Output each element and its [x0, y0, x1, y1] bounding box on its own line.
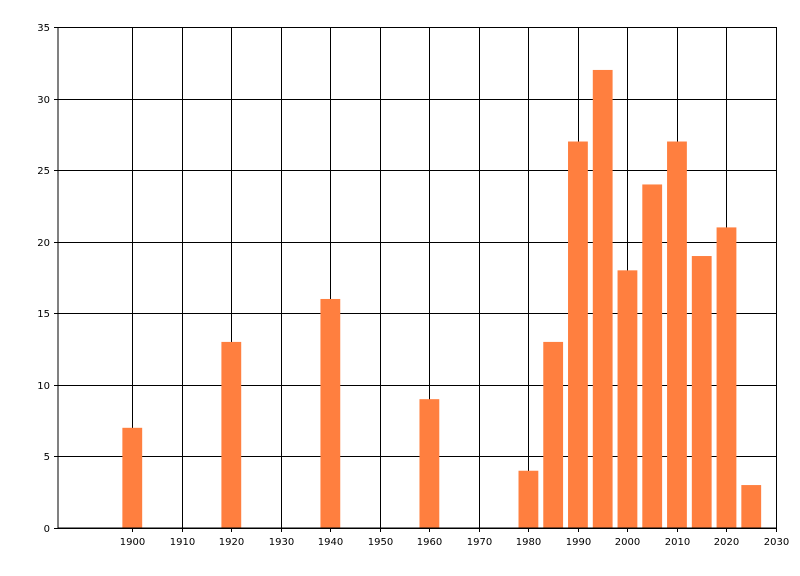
y-tick-label: 10	[37, 381, 50, 392]
bar	[667, 141, 687, 528]
y-tick-label: 30	[37, 95, 50, 106]
bars	[122, 69, 762, 528]
bar	[320, 298, 341, 528]
x-tick-label: 1910	[170, 537, 195, 548]
x-tick-label: 1950	[368, 537, 393, 548]
x-tick-label: 2000	[615, 537, 640, 548]
x-tick-label: 1930	[269, 537, 294, 548]
x-tick-label: 2030	[764, 537, 789, 548]
bar	[568, 141, 588, 528]
bar	[518, 470, 539, 528]
bar	[543, 341, 564, 528]
y-tick-labels: 0 5 10 15 20 25 30 35	[37, 23, 50, 535]
bar	[642, 184, 663, 528]
bar	[592, 69, 613, 528]
bar	[716, 227, 737, 528]
bar	[419, 399, 440, 528]
x-tick-label: 1920	[219, 537, 244, 548]
x-tick-label: 2020	[714, 537, 739, 548]
y-tick-label: 35	[37, 23, 50, 34]
y-tick-label: 20	[37, 238, 50, 249]
bar	[122, 427, 143, 528]
bar	[691, 256, 712, 528]
x-tick-labels: 1900 1910 1920 1930 1940 1950 1960 1970 1980 1990…	[120, 537, 789, 548]
y-tick-label: 5	[44, 452, 50, 463]
x-tick-label: 1990	[566, 537, 591, 548]
y-tick-label: 25	[37, 166, 50, 177]
bar	[741, 485, 762, 528]
x-tick-label: 1960	[417, 537, 442, 548]
x-tick-label: 1980	[516, 537, 541, 548]
axes	[57, 27, 776, 529]
y-tick-label: 15	[37, 309, 50, 320]
x-tick-label: 1900	[120, 537, 145, 548]
x-tick-label: 1970	[467, 537, 492, 548]
bar	[617, 270, 638, 528]
y-tick-label: 0	[44, 524, 50, 535]
x-tick-label: 1940	[318, 537, 343, 548]
bar	[221, 341, 242, 528]
x-tick-label: 2010	[665, 537, 690, 548]
